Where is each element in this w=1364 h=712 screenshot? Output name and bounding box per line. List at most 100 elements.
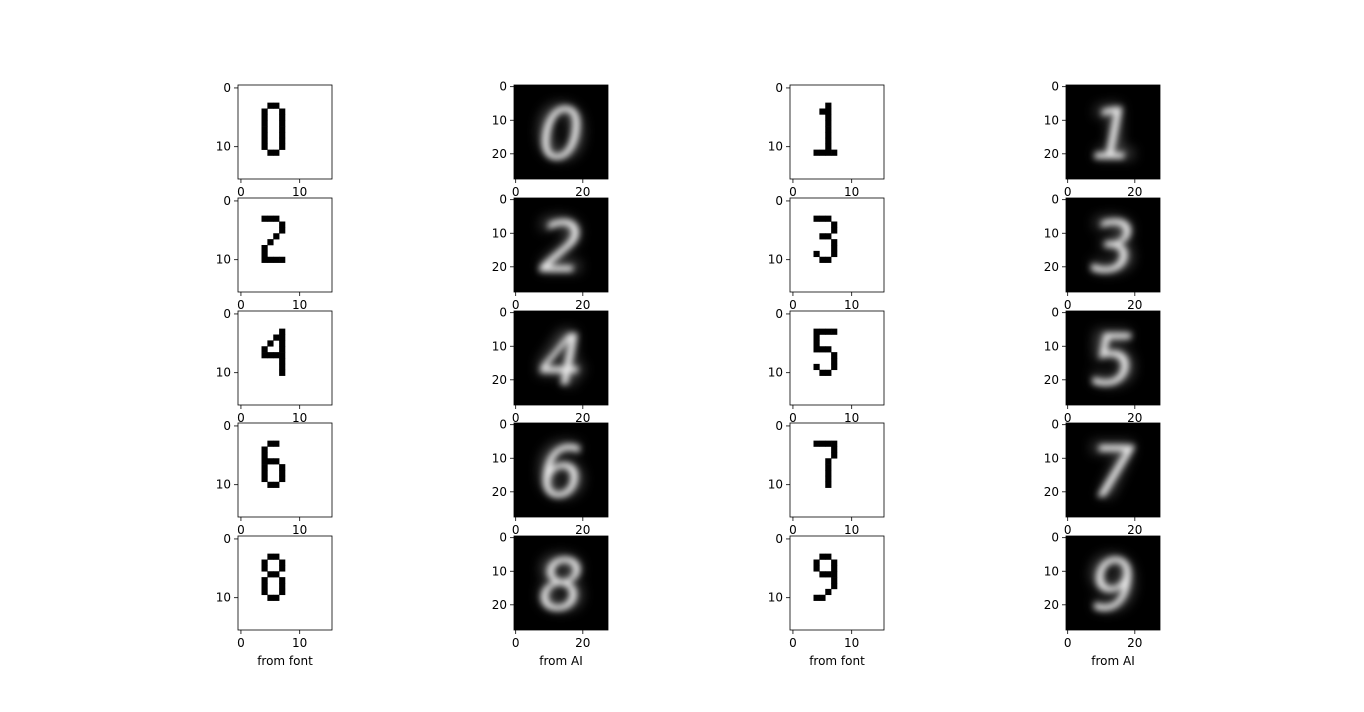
- y-tick-label: 10: [216, 478, 231, 492]
- font-pixel: [261, 352, 268, 359]
- font-pixel: [279, 340, 286, 347]
- font-pixel: [273, 571, 280, 578]
- x-tick-label: 20: [575, 636, 590, 650]
- x-axis-label: from font: [257, 654, 313, 668]
- ai-image: 88: [535, 541, 587, 627]
- ai-image-background: [1066, 311, 1160, 405]
- axes-frame: [1065, 84, 1161, 180]
- y-tick-label: 0: [775, 194, 783, 208]
- font-pixel: [261, 577, 268, 584]
- subplot-ai-8: 88 0 10 20 0 20 from AI: [492, 531, 609, 668]
- ai-image-background: [514, 198, 608, 292]
- font-pixel: [267, 458, 274, 465]
- ai-image: 33: [1087, 203, 1139, 289]
- font-pixel: [267, 481, 274, 488]
- font-pixel: [831, 559, 838, 566]
- font-pixel: [279, 363, 286, 371]
- font-pixel: [813, 340, 820, 347]
- font-pixel: [273, 481, 280, 488]
- ai-digit-glyph: 8: [539, 544, 584, 626]
- font-pixel: [279, 120, 286, 127]
- ai-image-background: [1066, 536, 1160, 630]
- ai-image-background: [514, 423, 608, 517]
- font-pixel: [279, 577, 286, 584]
- subplot-font-9: 0 10 0 10 from font: [768, 532, 885, 668]
- x-tick-label: 0: [789, 636, 797, 650]
- font-image-background: [790, 85, 884, 179]
- subplot-font-2: 0 10 0 10: [216, 194, 333, 312]
- font-pixel: [831, 583, 838, 590]
- font-pixel: [273, 594, 280, 601]
- x-axis-label: from AI: [539, 654, 583, 668]
- font-pixel: [267, 571, 274, 578]
- x-tick-label: 0: [789, 523, 797, 537]
- font-pixel: [279, 132, 286, 139]
- axes-frame: [1065, 310, 1161, 406]
- font-pixel: [273, 215, 280, 222]
- x-tick-label: 20: [575, 411, 590, 425]
- font-pixel: [273, 352, 280, 359]
- ai-digit-halo: 0: [535, 90, 587, 176]
- font-pixel: [273, 334, 280, 341]
- axes-frame: [789, 197, 885, 293]
- y-tick-label: 0: [775, 81, 783, 95]
- font-pixel: [831, 452, 838, 459]
- x-tick-label: 0: [237, 298, 245, 312]
- subplot-font-4: 0 10 0 10: [216, 307, 333, 425]
- x-tick-label: 20: [575, 523, 590, 537]
- font-pixel: [279, 328, 286, 335]
- font-pixel: [831, 446, 838, 453]
- font-pixel: [279, 227, 286, 234]
- font-pixel: [261, 250, 268, 258]
- subplot-font-5: 0 10 0 10: [768, 307, 885, 425]
- font-image-background: [238, 198, 332, 292]
- font-pixel: [813, 346, 820, 353]
- font-pixel: [261, 108, 268, 115]
- y-tick-label: 0: [775, 307, 783, 321]
- font-pixel: [825, 132, 832, 139]
- font-pixel: [267, 553, 274, 560]
- subplot-ai-2: 22 0 10 20 0 20: [492, 193, 609, 312]
- font-pixel: [279, 221, 286, 228]
- axes-frame: [789, 310, 885, 406]
- y-tick-label: 20: [1044, 260, 1059, 274]
- x-tick-label: 0: [1064, 298, 1072, 312]
- x-tick-label: 0: [512, 411, 520, 425]
- font-pixel: [831, 363, 838, 371]
- ai-image: 55: [1087, 316, 1139, 402]
- font-pixel: [819, 149, 826, 156]
- font-pixel: [261, 446, 268, 453]
- font-pixel: [261, 565, 268, 572]
- x-tick-label: 0: [512, 298, 520, 312]
- axes-frame: [513, 422, 609, 518]
- y-tick-label: 0: [775, 419, 783, 433]
- x-tick-label: 20: [575, 298, 590, 312]
- subplot-font-3: 0 10 0 10: [768, 194, 885, 312]
- subplot-ai-5: 55 0 10 20 0 20: [1044, 306, 1161, 425]
- y-tick-label: 0: [499, 306, 507, 320]
- font-pixel: [279, 588, 286, 596]
- font-pixel: [825, 215, 832, 222]
- ai-image-background: [514, 85, 608, 179]
- axes-frame: [513, 84, 609, 180]
- x-tick-label: 10: [292, 523, 307, 537]
- font-pixel: [279, 114, 286, 121]
- font-pixel: [813, 363, 820, 371]
- font-pixel: [813, 559, 820, 566]
- font-pixel: [831, 328, 838, 335]
- ai-digit-halo: 7: [1087, 428, 1139, 514]
- y-tick-label: 10: [216, 366, 231, 380]
- font-pixel: [261, 143, 268, 150]
- font-pixel: [819, 256, 826, 263]
- y-tick-label: 20: [492, 598, 507, 612]
- axes-frame: [789, 422, 885, 518]
- font-pixel: [261, 120, 268, 127]
- subplot-font-6: 0 10 0 10: [216, 419, 333, 537]
- x-tick-label: 10: [844, 185, 859, 199]
- y-tick-label: 20: [1044, 147, 1059, 161]
- font-pixel: [267, 352, 274, 359]
- ai-digit-glyph: 3: [1091, 206, 1136, 288]
- font-pixel: [825, 571, 832, 578]
- x-tick-label: 0: [512, 185, 520, 199]
